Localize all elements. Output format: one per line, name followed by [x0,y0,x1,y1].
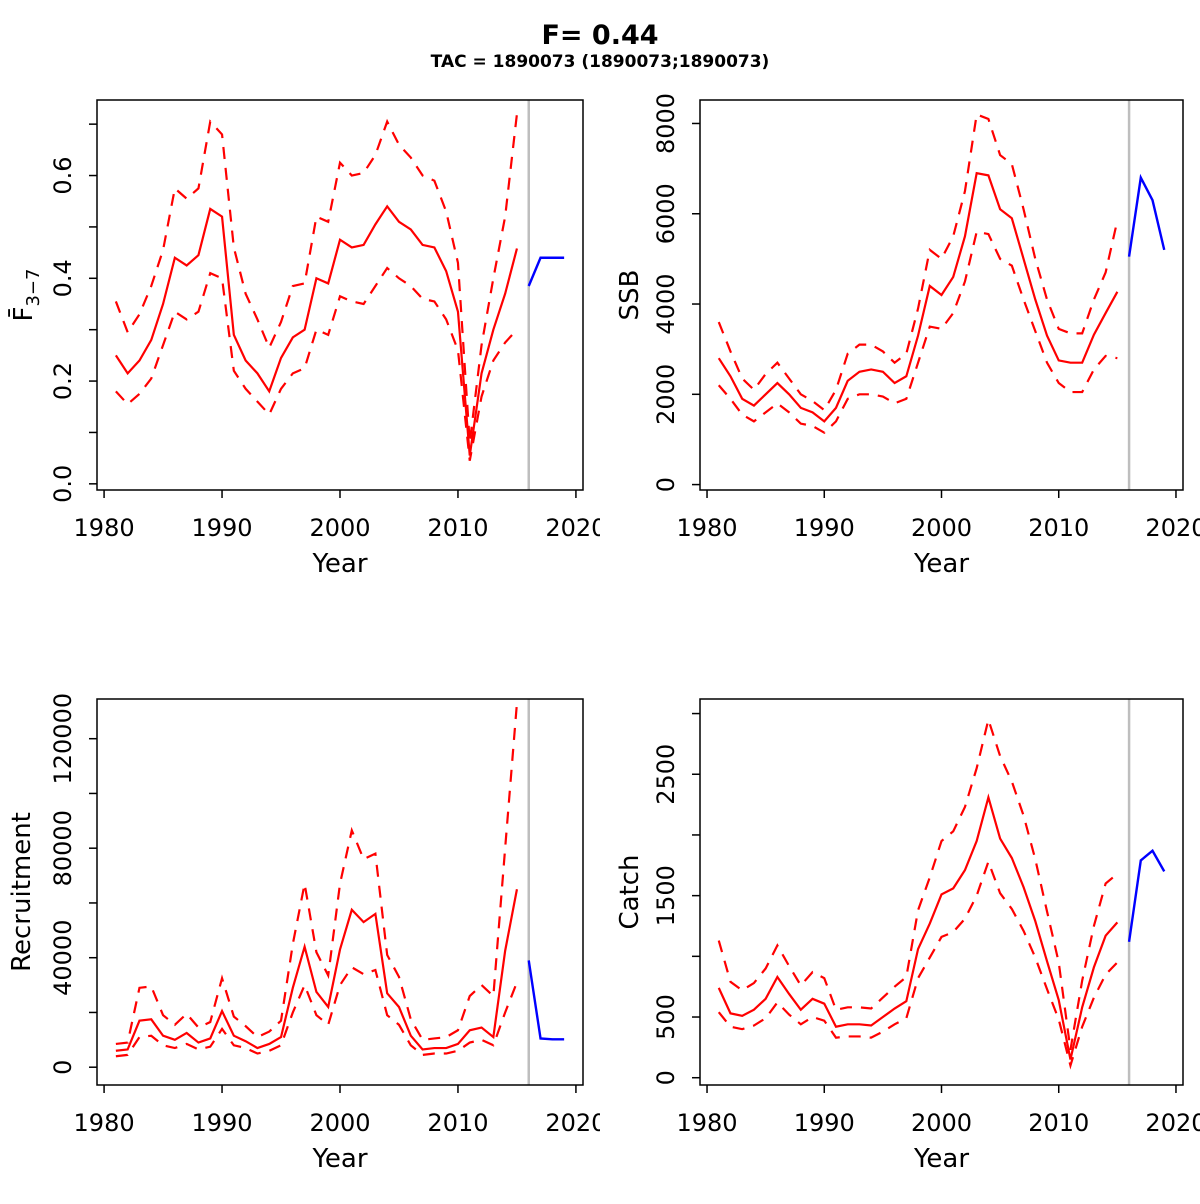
median-line [115,889,519,1052]
x-axis-title: Year [913,549,969,579]
y-tick-label: 0 [652,477,680,492]
x-tick-label: 1980 [676,1109,737,1137]
y-axis-title: F̄3−7 [7,269,44,322]
lower-ci-line [115,266,518,461]
y-tick-label: 0.4 [49,259,77,297]
y-tick-label: 0.0 [49,465,77,503]
forecast-line [527,960,565,1041]
y-tick-label: 1500 [652,865,680,926]
x-tick-label: 1990 [191,514,252,542]
upper-ci-line [114,113,519,443]
median-line [114,204,519,456]
y-axis-title: Recruitment [7,812,37,972]
x-tick-label: 1990 [794,1109,855,1137]
x-tick-label: 2020 [545,514,600,542]
plot-box [96,99,584,491]
x-axis-title: Year [913,1144,969,1174]
y-tick-label: 8000 [652,93,680,154]
lower-ci-line [717,858,1119,1070]
x-tick-label: 2000 [309,514,370,542]
y-tick-label: 2500 [652,744,680,805]
y-tick-label: 4000 [652,273,680,334]
upper-ci-line [115,703,519,1046]
x-tick-label: 2000 [911,514,972,542]
y-tick-label: 120000 [49,693,77,785]
panel-ssb: 1980 1990 2000 2010 2020 0 2000 4000 6000 8000 Yea… [600,0,1200,600]
x-tick-label: 1990 [191,1109,252,1137]
x-tick-label: 1980 [676,514,737,542]
x-tick-label: 2010 [1028,514,1089,542]
upper-ci-line [717,112,1119,412]
y-tick-label: 0.2 [49,362,77,400]
figure-subtitle: TAC = 1890073 (1890073;1890073) [430,52,770,72]
x-tick-label: 2000 [911,1109,972,1137]
y-tick-label: 40000 [49,920,77,996]
x-tick-label: 2020 [1145,514,1200,542]
x-tick-label: 2010 [1028,1109,1089,1137]
x-tick-label: 2010 [427,1109,488,1137]
figure-title: F= 0.44 [541,20,659,51]
median-line [717,793,1119,1060]
panel-fbar: 1980 1990 2000 2010 2020 0.0 0.2 0.4 0.6 Year F̄3−… [0,0,606,600]
x-tick-label: 2020 [1145,1109,1200,1137]
y-tick-label: 6000 [652,183,680,244]
plot-box [699,698,1184,1086]
ssb-chart: 1980 1990 2000 2010 2020 0 2000 4000 6000 8000 Yea… [615,93,1200,579]
y-tick-label: 80000 [49,810,77,886]
y-tick-label: 0 [49,1060,77,1075]
panel-recruitment: 1980 1990 2000 2010 2020 0 40000 80000 120000 Yea… [0,600,606,1200]
x-tick-label: 1980 [74,1109,135,1137]
fbar-chart: 1980 1990 2000 2010 2020 0.0 0.2 0.4 0.6 Year F̄3−… [7,99,606,579]
x-tick-label: 2010 [427,514,488,542]
forecast-line [1127,848,1166,942]
y-tick-label: 0 [652,1070,680,1085]
y-axis-title: Catch [615,854,645,929]
median-line [717,171,1119,423]
x-axis-title: Year [311,549,367,579]
forecast-line [1127,173,1166,257]
panel-catch: 1980 1990 2000 2010 2020 0 500 1500 2500 Year Catc… [600,600,1200,1200]
recruitment-chart: 1980 1990 2000 2010 2020 0 40000 80000 120000 Yea… [7,693,606,1174]
lower-ci-line [717,230,1118,435]
catch-chart: 1980 1990 2000 2010 2020 0 500 1500 2500 Year Catc… [615,698,1200,1174]
upper-ci-line [717,715,1119,1050]
y-tick-label: 2000 [652,364,680,425]
x-tick-label: 2000 [309,1109,370,1137]
y-tick-label: 500 [652,994,680,1040]
y-tick-label: 0.6 [49,156,77,194]
x-axis-title: Year [311,1144,367,1174]
y-axis-title: SSB [615,270,645,321]
lower-ci-line [115,965,518,1058]
x-tick-label: 1980 [74,514,135,542]
forecast-line [527,256,565,287]
x-tick-label: 1990 [794,514,855,542]
x-tick-label: 2020 [545,1109,600,1137]
